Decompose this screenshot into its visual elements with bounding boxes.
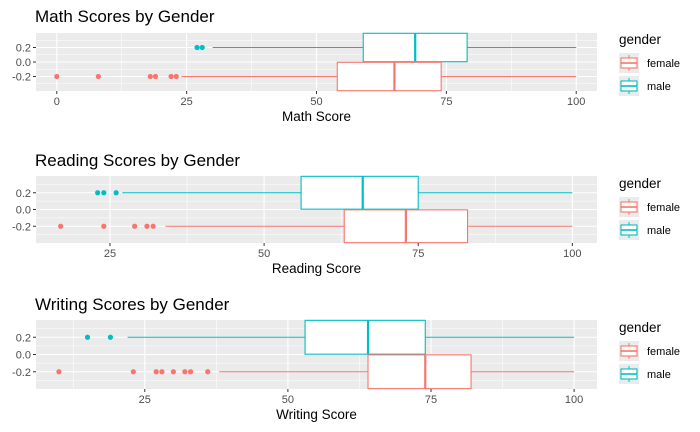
math-x-tick-label: 100	[567, 96, 585, 108]
writing-female-outlier-point	[159, 369, 165, 375]
writing-male-box	[304, 319, 426, 355]
math-y-tick-label: 0.0	[16, 57, 31, 69]
writing-y-tick-label: 0.0	[16, 350, 31, 362]
writing-legend-label-female: female	[647, 346, 680, 358]
math-x-tick-label: 50	[310, 96, 322, 108]
writing-x-tick-label: 100	[565, 394, 583, 406]
reading-x-tick-label: 100	[563, 248, 581, 260]
math-legend-title: gender	[619, 32, 662, 47]
writing-legend-key-female	[619, 341, 639, 361]
math-title: Math Scores by Gender	[35, 7, 215, 26]
math-female-box	[336, 61, 442, 92]
writing-title: Writing Scores by Gender	[35, 295, 230, 314]
math-x-tick-label: 25	[181, 96, 193, 108]
reading-female-outlier-point	[132, 223, 138, 229]
reading-chart: Reading Scores by Gender 0.2 0.0 -0.2 25 50 75…	[12, 151, 680, 276]
math-legend-label-male: male	[647, 81, 671, 93]
writing-female-outlier-point	[182, 369, 188, 375]
reading-title: Reading Scores by Gender	[35, 151, 240, 170]
writing-y-tick-label: 0.2	[16, 332, 31, 344]
math-female-outlier-point	[54, 73, 60, 80]
writing-male-outlier-point	[84, 334, 91, 340]
reading-female-outlier-point	[144, 223, 150, 229]
reading-y-tick-label: 0.0	[16, 205, 31, 217]
reading-legend-key-female	[619, 197, 639, 217]
math-chart: Math Scores by Gender 0.2 0.0 -0.2 0 25 50 75 10…	[12, 7, 680, 124]
reading-female-outlier-point	[150, 223, 156, 229]
math-legend-key-female	[619, 53, 639, 73]
reading-male-outlier-point	[95, 190, 101, 196]
reading-legend-label-male: male	[647, 225, 671, 237]
math-x-axis-title: Math Score	[282, 109, 351, 124]
reading-y-tick-label: -0.2	[12, 221, 31, 233]
writing-chart: Writing Scores by Gender 0.2 0.0 -0.2 25 50 75…	[12, 295, 680, 422]
writing-legend-key-male	[619, 364, 639, 384]
reading-x-tick-label: 75	[412, 248, 424, 260]
writing-female-outlier-point	[153, 369, 159, 375]
reading-male-box	[300, 175, 419, 210]
writing-female-outlier-point	[205, 369, 211, 375]
writing-male-outlier-point	[107, 334, 114, 340]
math-female-outlier-point	[95, 73, 101, 80]
reading-y-tick-label: 0.2	[16, 188, 31, 200]
reading-female-outlier-point	[101, 223, 107, 229]
writing-legend-label-male: male	[647, 369, 671, 381]
writing-female-outlier-point	[187, 369, 194, 375]
reading-male-outlier-point	[101, 190, 107, 196]
writing-female-outlier-point	[170, 369, 176, 375]
math-female-outlier-point	[147, 73, 153, 80]
math-female-outlier-point	[173, 73, 179, 80]
math-x-tick-label: 0	[54, 96, 60, 108]
math-y-tick-label: -0.2	[12, 72, 31, 84]
writing-female-box	[367, 354, 472, 390]
writing-female-outlier-point	[56, 369, 62, 375]
reading-legend-key-male	[619, 220, 639, 240]
writing-x-tick-label: 50	[282, 394, 294, 406]
math-male-outlier-point	[194, 44, 200, 51]
reading-legend-title: gender	[619, 176, 662, 191]
reading-x-tick-label: 50	[258, 248, 270, 260]
reading-female-outlier-point	[58, 223, 64, 229]
writing-y-tick-label: -0.2	[12, 367, 31, 379]
reading-legend-label-female: female	[647, 202, 680, 214]
math-x-tick-label: 75	[440, 96, 452, 108]
writing-legend-title: gender	[619, 320, 662, 335]
writing-female-outlier-point	[130, 369, 136, 375]
reading-male-outlier-point	[113, 190, 119, 196]
writing-x-axis-title: Writing Score	[276, 407, 357, 422]
math-legend-key-male	[619, 76, 639, 96]
writing-x-tick-label: 25	[139, 394, 151, 406]
writing-x-tick-label: 75	[425, 394, 437, 406]
reading-x-tick-label: 25	[104, 248, 116, 260]
math-female-outlier-point	[152, 73, 159, 80]
math-female-outlier-point	[168, 73, 174, 80]
math-legend-label-female: female	[647, 58, 680, 70]
math-y-tick-label: 0.2	[16, 43, 31, 55]
math-male-outlier-point	[199, 44, 205, 51]
reading-x-axis-title: Reading Score	[272, 261, 361, 276]
